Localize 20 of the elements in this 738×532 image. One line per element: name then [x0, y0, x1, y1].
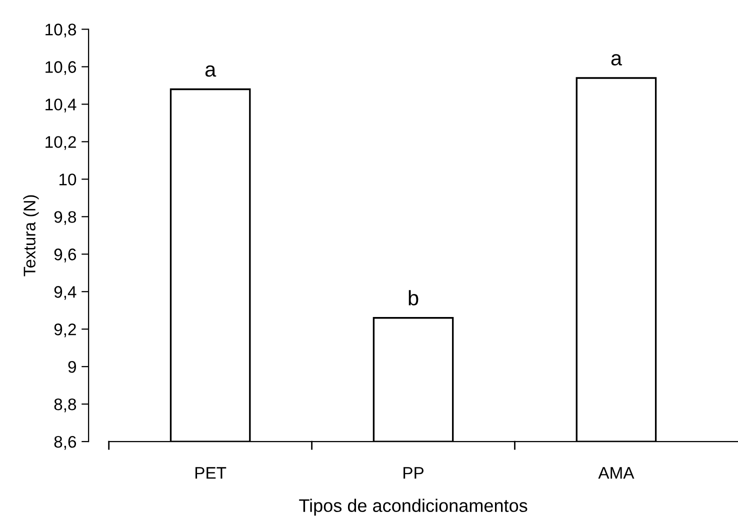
y-tick-label: 9,2: [54, 324, 76, 338]
annotation: a: [611, 54, 622, 66]
y-tick-label: 10,4: [46, 98, 76, 112]
y-tick-label: 10,8: [46, 24, 76, 38]
y-tick-label: 10,6: [46, 61, 76, 75]
y-tick-label: 9,8: [54, 211, 76, 225]
y-tick-label: 9,4: [54, 286, 76, 300]
y-tick-label: 8,6: [54, 436, 76, 450]
x-tick-label: PP: [404, 467, 424, 479]
y-tick-label: 9: [68, 360, 76, 373]
annotation: a: [205, 65, 216, 77]
x-tick-label: AMA: [598, 467, 634, 479]
y-axis-title: Textura (N): [23, 195, 39, 276]
y-tick-label: 10: [59, 174, 76, 186]
x-axis-title: Tipos de acondicionamentos: [299, 498, 528, 516]
annotation: b: [408, 290, 418, 306]
y-tick-label: 9,6: [54, 248, 76, 262]
y-tick-label: 10,2: [46, 136, 76, 150]
y-tick-label: 8,8: [54, 398, 76, 412]
x-tick-label: PET: [195, 467, 226, 479]
